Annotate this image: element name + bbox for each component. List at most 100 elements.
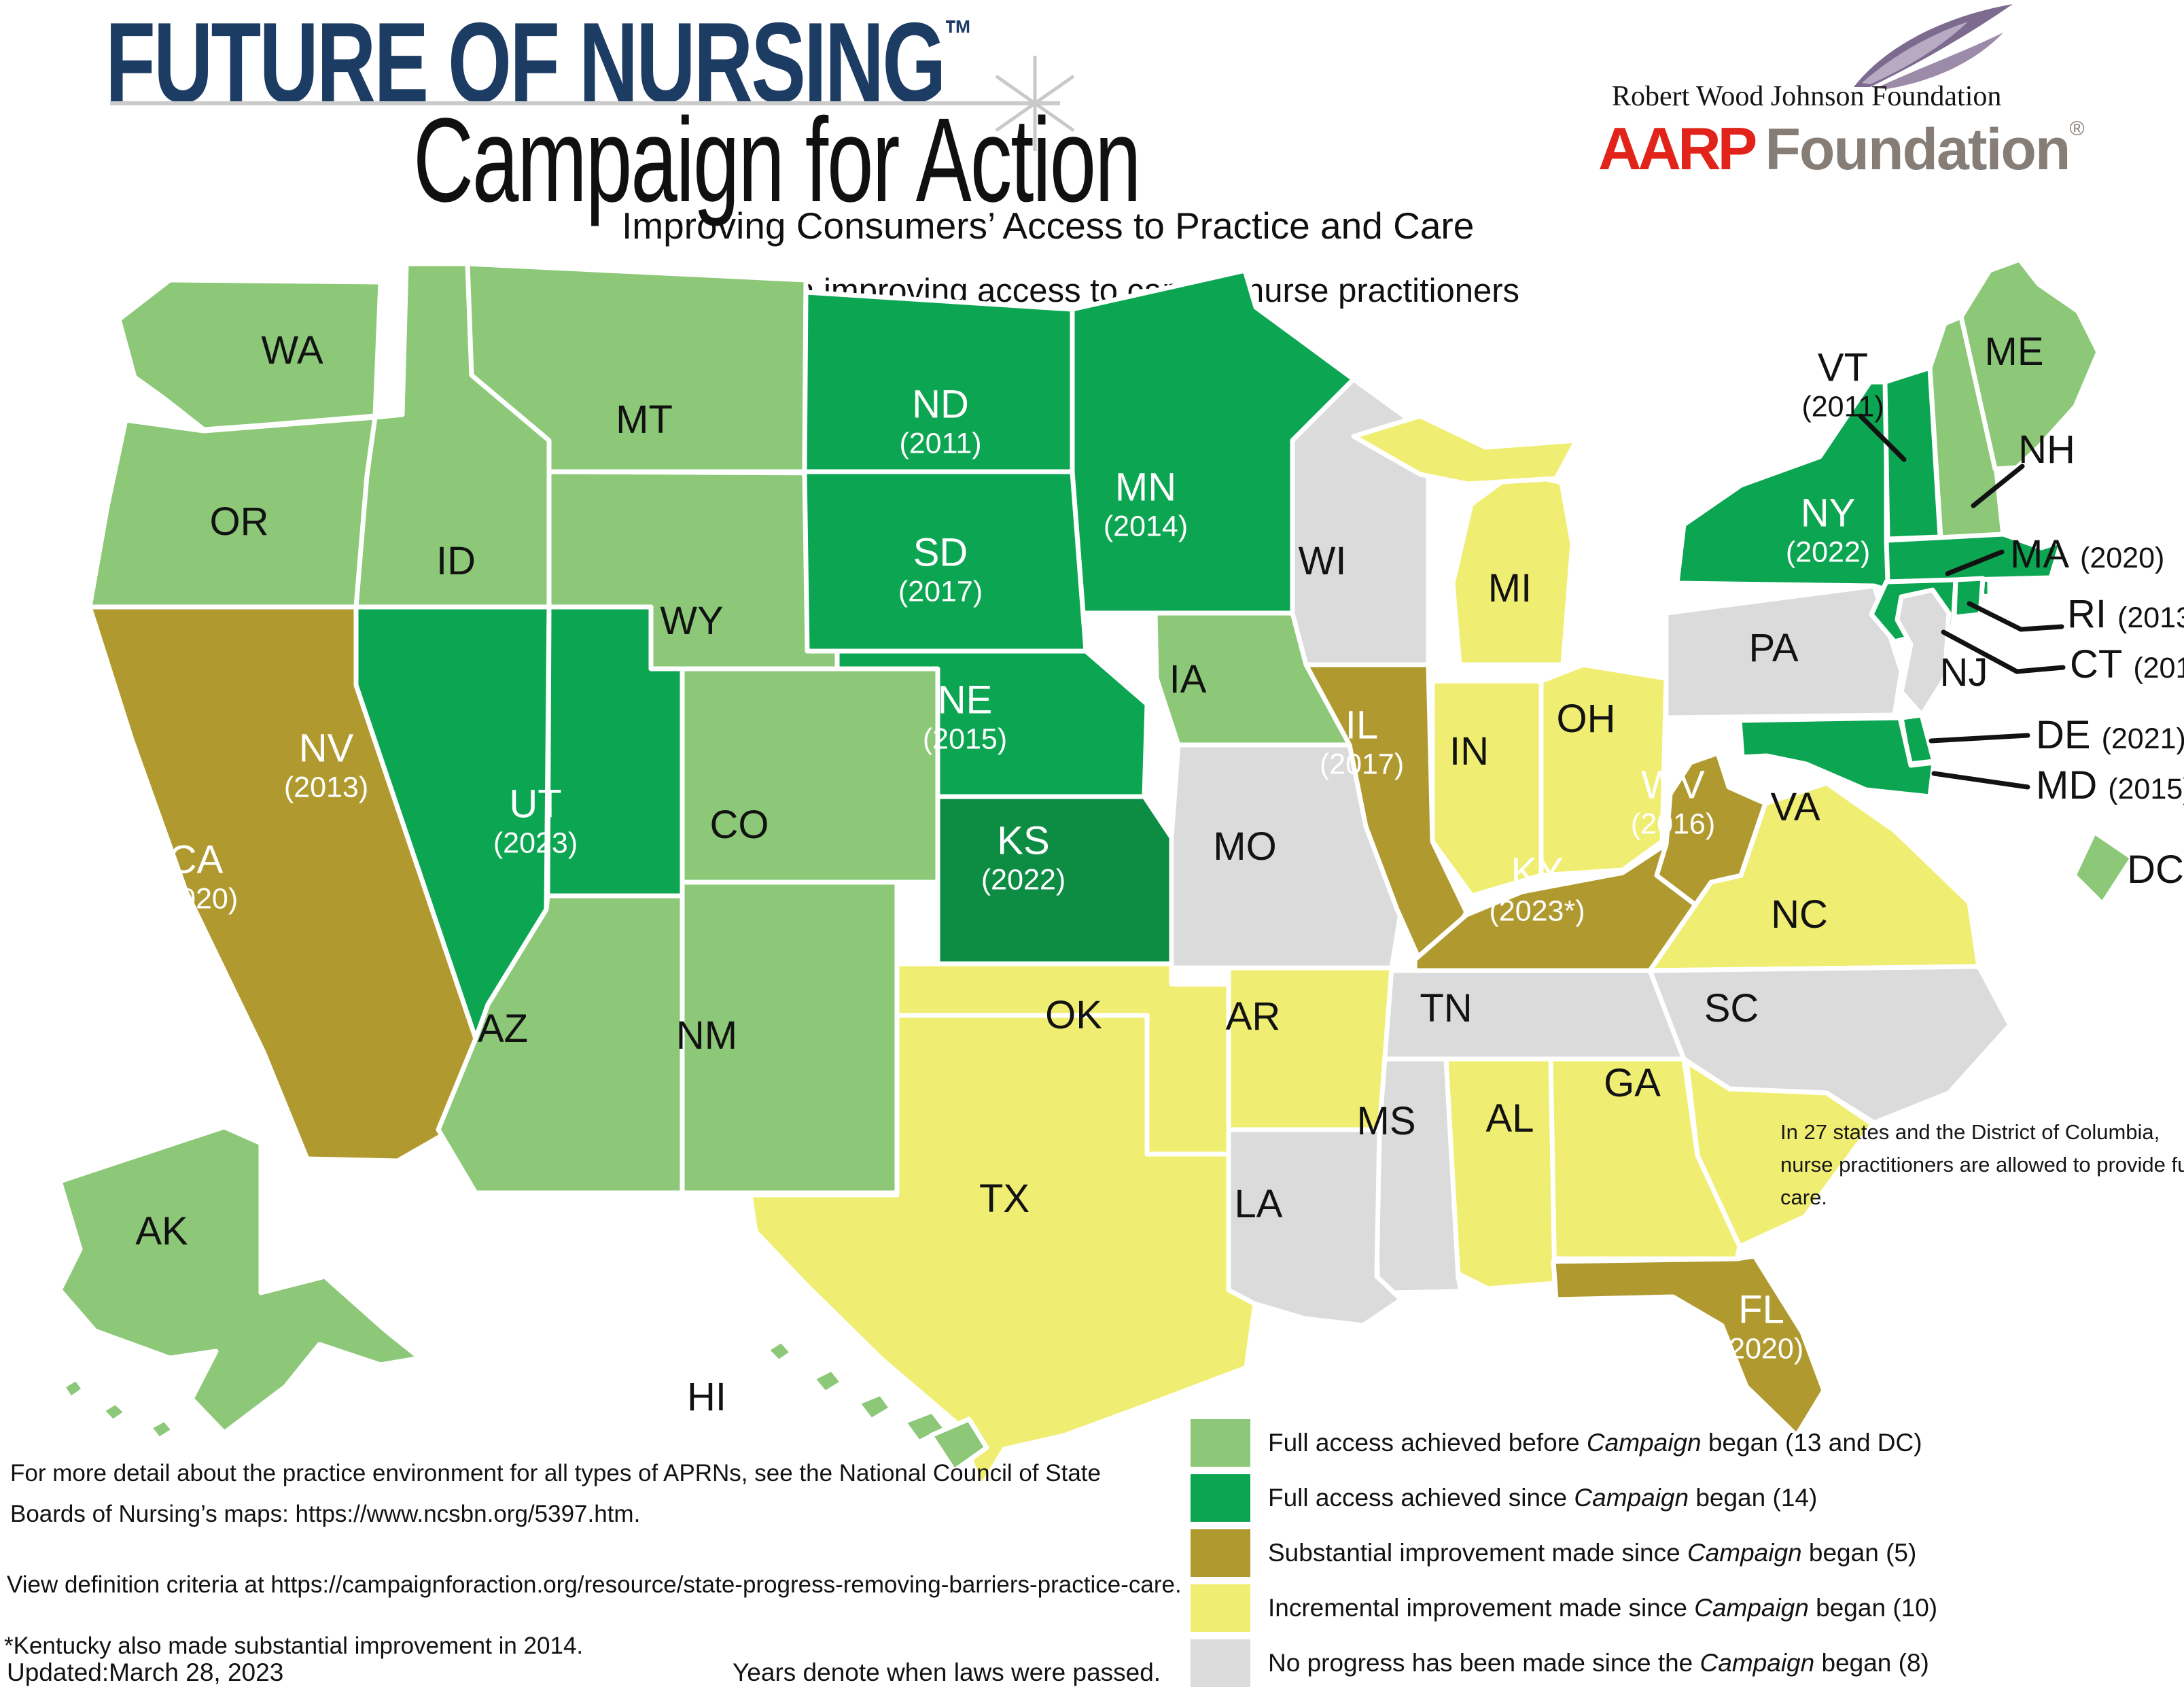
state-label-NE: NE (2015) <box>922 678 1008 756</box>
state-label-WV: WV (2016) <box>1630 763 1716 841</box>
state-label-AK: AK <box>135 1208 188 1253</box>
state-label-NC: NC <box>1771 892 1828 937</box>
state-label-MN: MN (2014) <box>1103 465 1188 543</box>
state-label-MT: MT <box>616 397 673 442</box>
divider-line <box>110 101 1060 105</box>
legend-item: Full access achieved since Campaign bega… <box>1191 1470 1937 1525</box>
callout-line-MD <box>1931 771 2030 790</box>
aarp-logo-word: AARP <box>1598 115 1757 182</box>
state-AK <box>57 1124 423 1435</box>
state-label-TN: TN <box>1420 986 1473 1030</box>
state-TX <box>747 1013 1261 1490</box>
legend: Full access achieved before Campaign beg… <box>1191 1415 1937 1689</box>
registered-symbol: ® <box>2069 118 2085 140</box>
callout-line-VT <box>1858 413 1907 462</box>
years-note: Years denote when laws were passed. <box>733 1658 1161 1686</box>
state-label-RI: RI(2013) <box>2067 592 2184 636</box>
updated-date: Updated:March 28, 2023 <box>7 1658 284 1686</box>
state-label-OR: OR <box>209 499 269 544</box>
legend-item: Full access achieved before Campaign beg… <box>1191 1415 1937 1470</box>
legend-item: No progress has been made since the Camp… <box>1191 1635 1937 1689</box>
callout-line-MA <box>1945 549 2005 576</box>
state-label-DE: DE (2021) <box>2036 713 2184 757</box>
state-PA <box>1663 583 1904 720</box>
state-WA <box>116 277 383 432</box>
state-label-MI: MI <box>1487 565 1532 610</box>
state-RI <box>1952 576 1986 620</box>
legend-label: No progress has been made since the Camp… <box>1268 1648 1929 1677</box>
state-label-PA: PA <box>1748 625 1799 670</box>
aarp-foundation-word: Foundation <box>1765 117 2071 182</box>
state-MI-upper <box>1351 413 1579 487</box>
legend-swatch-before <box>1191 1418 1250 1467</box>
state-label-AZ: AZ <box>477 1006 529 1051</box>
state-AL <box>1443 1056 1557 1291</box>
state-HI-island <box>810 1366 845 1396</box>
state-label-NV: NV (2013) <box>283 726 369 804</box>
state-label-KS: KS (2022) <box>981 818 1066 896</box>
state-label-AR: AR <box>1225 994 1281 1039</box>
state-OH <box>1538 662 1669 878</box>
state-label-MD: MD(2015) <box>2036 763 2184 807</box>
state-HI-island <box>928 1416 989 1474</box>
state-MS <box>1369 1056 1464 1320</box>
state-label-WI: WI <box>1298 538 1347 583</box>
state-HI-island <box>855 1391 894 1423</box>
state-label-OH: OH <box>1556 696 1616 741</box>
state-label-MO: MO <box>1213 824 1277 869</box>
campaign-title: Campaign for Action <box>413 94 1142 227</box>
callout-line-NH <box>1971 464 2025 508</box>
state-label-AL: AL <box>1485 1096 1534 1140</box>
legend-swatch-substantial <box>1191 1529 1250 1577</box>
state-label-IA: IA <box>1169 657 1207 701</box>
state-label-DC: DC <box>2127 847 2184 892</box>
state-AK-island <box>99 1399 129 1425</box>
state-DC <box>2071 829 2135 907</box>
legend-swatch-since <box>1191 1474 1250 1522</box>
callout-line-CT <box>1941 629 2066 674</box>
state-label-IL: IL (2017) <box>1319 703 1405 781</box>
legend-label: Substantial improvement made since Campa… <box>1268 1538 1917 1567</box>
state-label-VT: VT (2011) <box>1801 345 1884 423</box>
state-label-NM: NM <box>675 1013 738 1058</box>
legend-label: Full access achieved since Campaign bega… <box>1268 1483 1818 1512</box>
state-AK-island <box>147 1416 177 1442</box>
legend-label: Full access achieved before Campaign beg… <box>1268 1428 1922 1457</box>
legend-swatch-incremental <box>1191 1584 1250 1632</box>
aarp-logo: AARP Foundation® <box>1598 114 2085 184</box>
state-label-LA: LA <box>1234 1181 1283 1226</box>
state-label-ID: ID <box>436 538 476 583</box>
state-label-GA: GA <box>1604 1060 1661 1105</box>
state-LA <box>1226 1127 1404 1328</box>
rwjf-logo-text: Robert Wood Johnson Foundation <box>1612 81 2002 112</box>
state-label-FL: FL (2020) <box>1719 1287 1804 1365</box>
rwjf-wing-icon <box>1854 4 2013 89</box>
state-label-SD: SD (2017) <box>898 530 983 608</box>
state-label-NH: NH <box>2018 427 2075 472</box>
legend-label: Incremental improvement made since Campa… <box>1268 1593 1938 1622</box>
state-label-TX: TX <box>979 1176 1030 1221</box>
state-label-MA: MA (2020) <box>2010 532 2165 576</box>
state-label-VA: VA <box>1770 784 1820 829</box>
state-label-KY: KY (2023*) <box>1489 850 1585 928</box>
state-label-CA: CA (2020) <box>153 837 239 916</box>
state-HI-island <box>764 1338 795 1365</box>
state-label-WA: WA <box>261 328 323 372</box>
footnote-kentucky: *Kentucky also made substantial improvem… <box>4 1633 584 1659</box>
state-ME <box>1958 257 2101 472</box>
map-annotation: In 27 states and the District of Columbi… <box>1780 1120 2184 1210</box>
state-VA <box>1647 780 1982 973</box>
state-label-CT: CT(2014) <box>2070 642 2184 686</box>
state-label-IN: IN <box>1449 729 1489 773</box>
legend-item: Incremental improvement made since Campa… <box>1191 1580 1937 1635</box>
footnote-criteria: View definition criteria at https://camp… <box>7 1571 1182 1598</box>
callout-line-RI <box>1967 601 2064 632</box>
state-label-UT: UT (2023) <box>493 782 578 860</box>
legend-item: Substantial improvement made since Campa… <box>1191 1525 1937 1580</box>
state-label-MS: MS <box>1356 1098 1416 1143</box>
page-title: FUTURE OF NURSING™ <box>105 0 973 126</box>
state-IN <box>1430 678 1544 899</box>
state-label-ME: ME <box>1984 329 2044 374</box>
